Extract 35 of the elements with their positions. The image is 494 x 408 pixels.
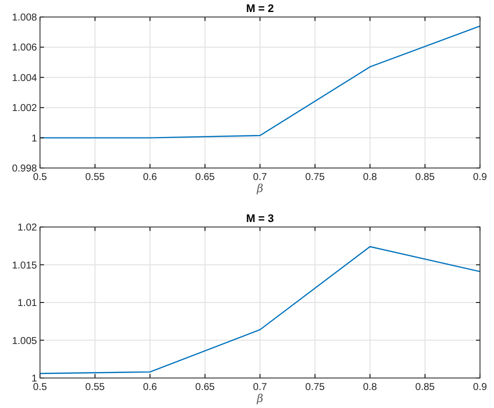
y-tick-label: 1 (31, 374, 38, 384)
x-tick-label: 0.9 (473, 172, 488, 183)
x-tick-label: 0.8 (363, 172, 378, 183)
x-tick-label: 0.75 (305, 382, 326, 393)
x-tick-label: 0.65 (195, 172, 216, 183)
y-tick-label: 1.005 (12, 336, 38, 347)
y-tick-label: 1.004 (12, 72, 38, 84)
y-tick-label: 0.998 (12, 164, 38, 174)
y-tick-label: 1.002 (12, 103, 38, 114)
x-tick-label: 0.85 (415, 172, 436, 183)
x-tick-label: 0.9 (473, 382, 488, 393)
line-series (39, 25, 481, 138)
x-tick-label: 0.5 (33, 382, 48, 393)
x-axis-title: β (256, 392, 264, 405)
x-tick-label: 0.6 (143, 382, 158, 393)
x-tick-label: 0.65 (195, 382, 216, 393)
x-tick-label: 0.8 (363, 382, 378, 393)
x-tick-label: 0.55 (85, 172, 106, 183)
x-tick-label: 0.5 (33, 172, 48, 183)
y-tick-label: 1 (31, 133, 38, 144)
y-tick-label: 1.006 (12, 42, 38, 54)
x-axis-title: β (256, 182, 264, 195)
x-tick-label: 0.7 (253, 382, 268, 393)
line-series (39, 246, 481, 374)
x-tick-label: 0.7 (253, 172, 268, 183)
chart-title: M = 2 (246, 3, 274, 15)
chart-title: M = 3 (246, 213, 274, 225)
y-tick-label: 1.008 (12, 12, 38, 24)
x-tick-label: 0.6 (143, 172, 158, 183)
y-tick-label: 1.01 (18, 298, 38, 309)
x-tick-label: 0.75 (305, 172, 326, 183)
y-tick-label: 1.02 (18, 222, 38, 234)
x-tick-label: 0.85 (415, 382, 436, 393)
x-tick-label: 0.55 (85, 382, 106, 393)
y-tick-label: 1.015 (12, 260, 38, 272)
